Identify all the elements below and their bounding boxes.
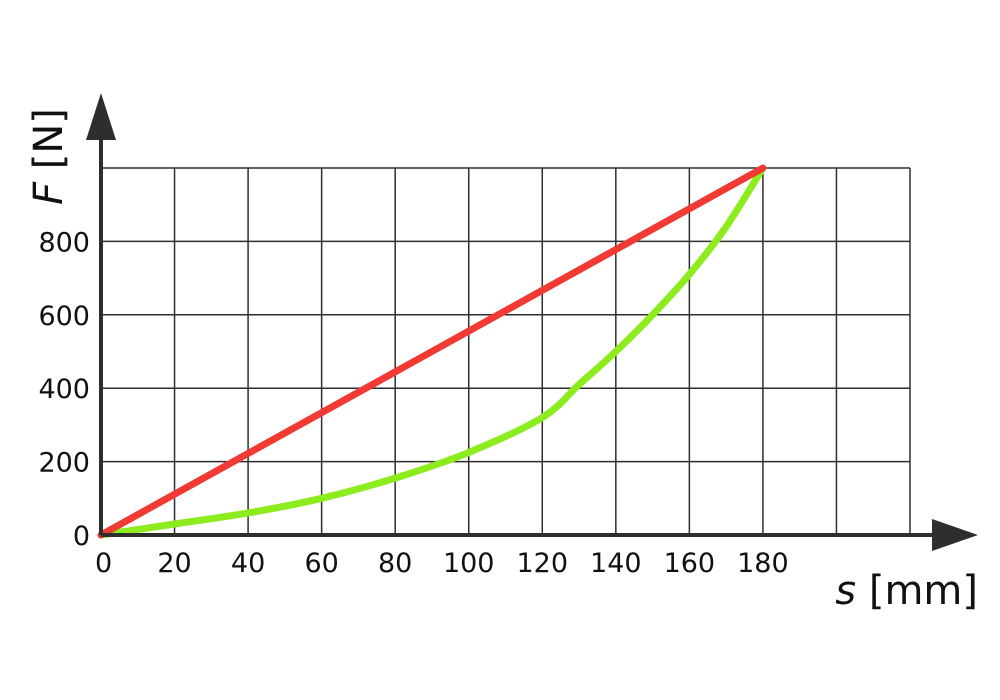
x-tick-label: 20 — [157, 548, 191, 579]
x-axis-unit: [mm] — [869, 568, 978, 614]
series-group — [97, 164, 767, 539]
y-axis-unit: [N] — [26, 108, 72, 169]
series-line-green — [97, 164, 767, 539]
x-tick-label: 0 — [95, 548, 112, 579]
x-tick-label: 140 — [590, 548, 642, 579]
x-tick-label: 80 — [378, 548, 412, 579]
x-tick-label: 60 — [304, 548, 338, 579]
y-tick-label: 400 — [38, 374, 90, 405]
y-axis-arrow — [86, 93, 116, 140]
x-axis-variable: s — [835, 568, 856, 614]
y-tick-label: 600 — [38, 301, 90, 332]
y-tick-labels: 0 200 400 600 800 — [38, 227, 90, 552]
y-tick-label: 200 — [38, 448, 90, 479]
x-axis-title: s [mm] — [835, 568, 978, 614]
y-axis-title: F [N] — [26, 108, 72, 205]
x-tick-label: 160 — [664, 548, 716, 579]
axes — [86, 93, 978, 551]
x-tick-labels: 0 20 40 60 80 100 120 140 160 180 — [95, 548, 789, 579]
x-tick-label: 120 — [516, 548, 568, 579]
y-tick-label: 800 — [38, 227, 90, 258]
series-line-red — [97, 164, 767, 539]
x-tick-label: 100 — [443, 548, 495, 579]
x-tick-label: 180 — [737, 548, 789, 579]
grid — [100, 167, 911, 536]
y-axis-variable: F — [26, 181, 72, 205]
x-axis-arrow — [932, 519, 978, 551]
y-tick-label: 0 — [73, 521, 90, 552]
x-tick-label: 40 — [231, 548, 265, 579]
